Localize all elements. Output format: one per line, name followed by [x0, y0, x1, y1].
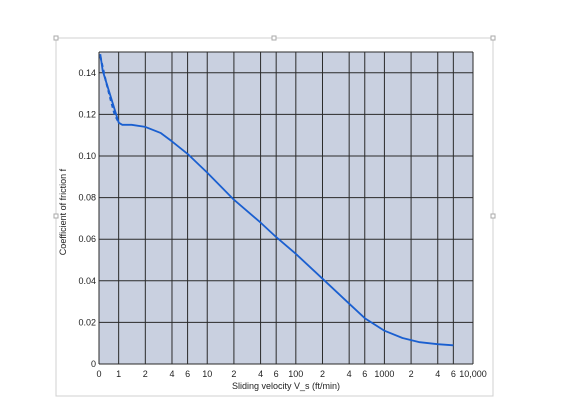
- frame-handle-top-left[interactable]: [53, 35, 59, 41]
- frame-handle-left[interactable]: [53, 213, 59, 219]
- x-tick-label: 4: [258, 369, 263, 379]
- grid-lines: [98, 51, 474, 365]
- x-tick-label: 6: [274, 369, 279, 379]
- y-tick-label: 0.06: [78, 234, 96, 244]
- x-tick-label: 0: [96, 369, 101, 379]
- x-tick-label: 2: [409, 369, 414, 379]
- x-axis-label: Sliding velocity V_s (ft/min): [232, 381, 340, 391]
- plot-area: [99, 52, 473, 364]
- x-tick-label: 6: [362, 369, 367, 379]
- y-tick-label: 0.12: [78, 109, 96, 119]
- x-tick-label: 4: [435, 369, 440, 379]
- frame-handle-right[interactable]: [490, 213, 496, 219]
- x-tick-label: 100: [288, 369, 303, 379]
- y-tick-label: 0.04: [78, 276, 96, 286]
- y-tick-label: 0.14: [78, 68, 96, 78]
- y-tick-label: 0.10: [78, 151, 96, 161]
- y-tick-labels: 0 0.02 0.04 0.06 0.08 0.10 0.12 0.14: [78, 68, 96, 369]
- series-layer: [99, 53, 454, 347]
- x-tick-label: 1000: [374, 369, 394, 379]
- y-tick-label: 0.02: [78, 317, 96, 327]
- x-tick-labels: 0 1 2 4 6 10 2 4 6 100 2 4 6 1000 2 4 6 10,000: [96, 369, 486, 379]
- frame-handle-top-right[interactable]: [490, 35, 496, 41]
- frame-handle-top[interactable]: [271, 35, 277, 41]
- x-tick-label: 2: [143, 369, 148, 379]
- x-tick-label: 1: [116, 369, 121, 379]
- friction-curve: [99, 53, 454, 347]
- y-tick-label: 0.08: [78, 193, 96, 203]
- x-tick-label: 10: [202, 369, 212, 379]
- x-tick-label: 6: [451, 369, 456, 379]
- x-tick-label: 2: [231, 369, 236, 379]
- y-tick-label: 0: [91, 359, 96, 369]
- x-tick-label: 6: [185, 369, 190, 379]
- x-tick-label: 10,000: [459, 369, 487, 379]
- y-axis-label: Coefficient of friction f: [58, 168, 68, 255]
- x-tick-label: 2: [320, 369, 325, 379]
- x-tick-label: 4: [347, 369, 352, 379]
- x-tick-label: 4: [169, 369, 174, 379]
